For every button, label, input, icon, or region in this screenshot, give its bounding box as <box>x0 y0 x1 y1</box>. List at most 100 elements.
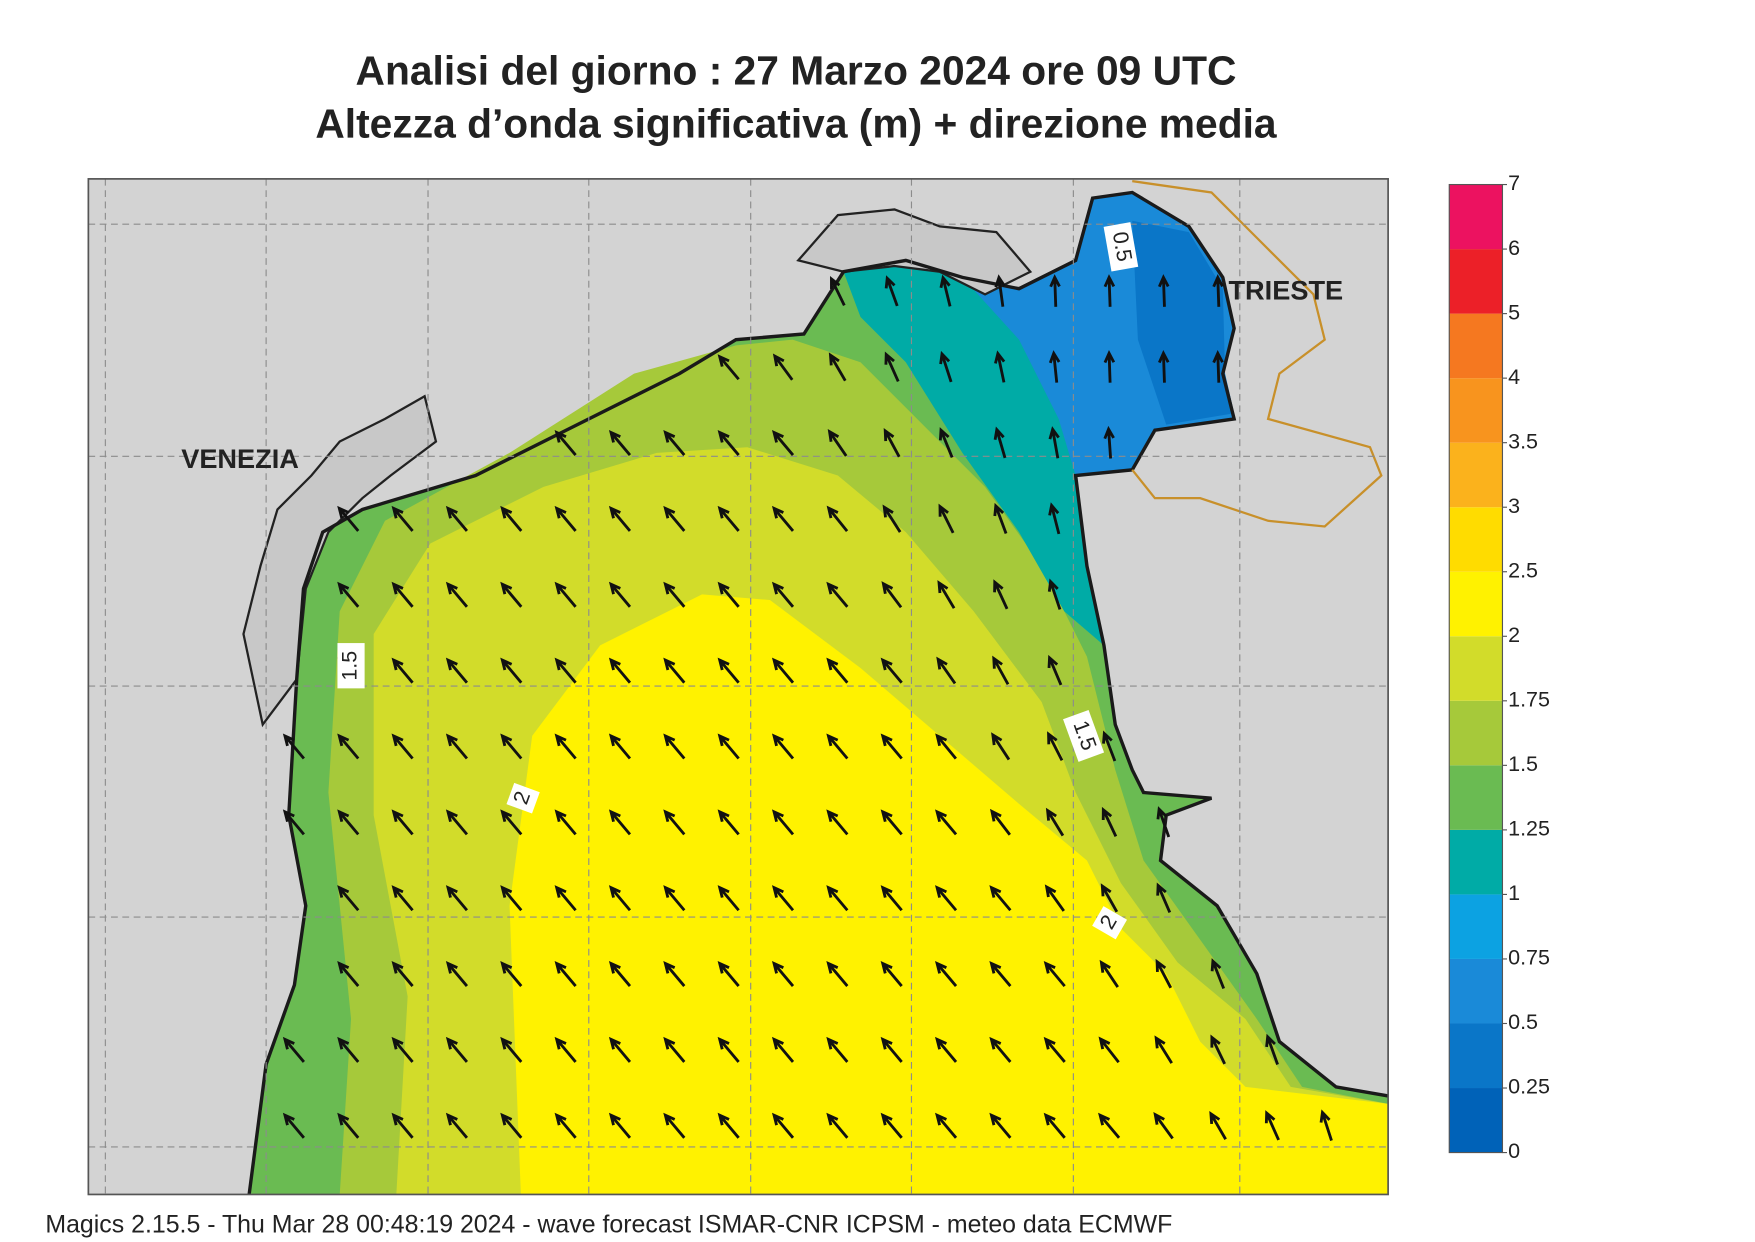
contour-label: 2 <box>506 782 540 814</box>
arrow <box>1044 884 1065 912</box>
arrow <box>1103 274 1116 307</box>
arrow <box>771 961 795 987</box>
arrow <box>663 657 686 684</box>
colorbar-bin <box>1449 700 1503 766</box>
arrow <box>935 961 958 987</box>
arrow <box>881 581 903 609</box>
arrow <box>608 733 632 760</box>
arrow <box>1098 1112 1121 1139</box>
arrow <box>717 430 740 456</box>
arrow <box>935 1112 958 1139</box>
arrow <box>828 352 847 382</box>
arrow <box>1098 1036 1120 1064</box>
arrow <box>500 885 523 912</box>
arrow <box>500 657 523 684</box>
arrow <box>771 657 795 684</box>
arrow <box>391 885 414 912</box>
colorbar-label: 3 <box>1508 494 1520 518</box>
colorbar-label: 0.75 <box>1508 946 1550 970</box>
colorbar-label: 3.5 <box>1508 429 1538 453</box>
arrow <box>282 1112 305 1139</box>
contour-label: 1.5 <box>337 643 365 689</box>
arrow <box>989 1036 1012 1063</box>
colorbar-label: 0.5 <box>1508 1010 1538 1034</box>
arrow <box>771 1036 795 1063</box>
colorbar-bin <box>1449 1023 1503 1089</box>
arrow <box>663 430 686 456</box>
arrow <box>608 581 632 608</box>
arrow <box>445 1112 469 1139</box>
arrow <box>826 885 849 912</box>
arrow <box>830 275 846 306</box>
arrow <box>391 961 414 987</box>
map-area <box>88 178 1389 1195</box>
arrow <box>608 961 632 987</box>
arrow <box>1155 958 1173 989</box>
arrow <box>663 1112 686 1139</box>
arrow <box>826 505 849 533</box>
arrow <box>880 733 903 760</box>
colorbar-label: 0 <box>1508 1139 1520 1163</box>
arrow <box>282 1036 305 1063</box>
arrow <box>391 809 414 836</box>
arrow <box>445 1036 469 1063</box>
arrow <box>500 1036 523 1063</box>
colorbar-bin <box>1449 636 1503 701</box>
sea-band <box>509 594 1389 1195</box>
title-line: Altezza d’onda significativa (m) + direz… <box>315 101 1277 147</box>
colorbar-bin <box>1449 571 1503 637</box>
arrow <box>1047 731 1064 761</box>
colorbar-label: 7 <box>1508 171 1520 195</box>
arrow <box>880 961 903 987</box>
arrow <box>1264 1110 1280 1141</box>
colorbar-label: 2.5 <box>1508 558 1538 582</box>
arrow <box>826 657 849 684</box>
arrow <box>1099 959 1119 988</box>
colorbar-label: 0.25 <box>1508 1075 1550 1099</box>
arrow <box>554 809 577 836</box>
arrow <box>282 809 305 836</box>
arrow <box>500 581 523 608</box>
arrow <box>993 579 1009 610</box>
arrow <box>1154 1035 1173 1064</box>
arrow <box>771 1112 795 1139</box>
arrow <box>391 581 414 608</box>
arrow <box>1103 349 1116 383</box>
arrow <box>826 581 849 608</box>
colorbar-bin <box>1449 765 1503 830</box>
arrow <box>1319 1109 1333 1141</box>
arrow <box>554 1036 577 1063</box>
colorbar-bin <box>1449 442 1503 508</box>
arrow <box>1048 502 1061 535</box>
arrow <box>337 505 360 532</box>
arrow <box>880 809 903 836</box>
arrow <box>337 733 360 760</box>
arrow <box>717 809 740 836</box>
arrow <box>938 427 954 458</box>
arrow <box>554 505 577 532</box>
arrow <box>772 353 794 381</box>
direction-arrows <box>282 274 1333 1141</box>
arrow <box>827 428 848 457</box>
arrow <box>884 351 900 382</box>
arrow <box>445 581 469 608</box>
arrow <box>989 885 1012 912</box>
arrow <box>936 656 957 685</box>
arrow <box>1043 1112 1066 1139</box>
colorbar-label: 1.75 <box>1508 688 1550 712</box>
arrow <box>663 505 686 532</box>
arrow <box>993 502 1008 534</box>
colorbar-bin <box>1449 958 1503 1024</box>
arrow <box>992 655 1010 685</box>
arrow <box>717 885 740 912</box>
arrow <box>1156 882 1172 914</box>
arrow <box>989 1112 1012 1139</box>
arrow <box>880 657 903 684</box>
arrow <box>445 505 469 532</box>
arrow <box>445 657 469 684</box>
colorbar-bin <box>1449 829 1503 895</box>
arrow <box>1048 426 1060 459</box>
arrow <box>1153 1112 1174 1140</box>
arrow <box>938 503 955 534</box>
